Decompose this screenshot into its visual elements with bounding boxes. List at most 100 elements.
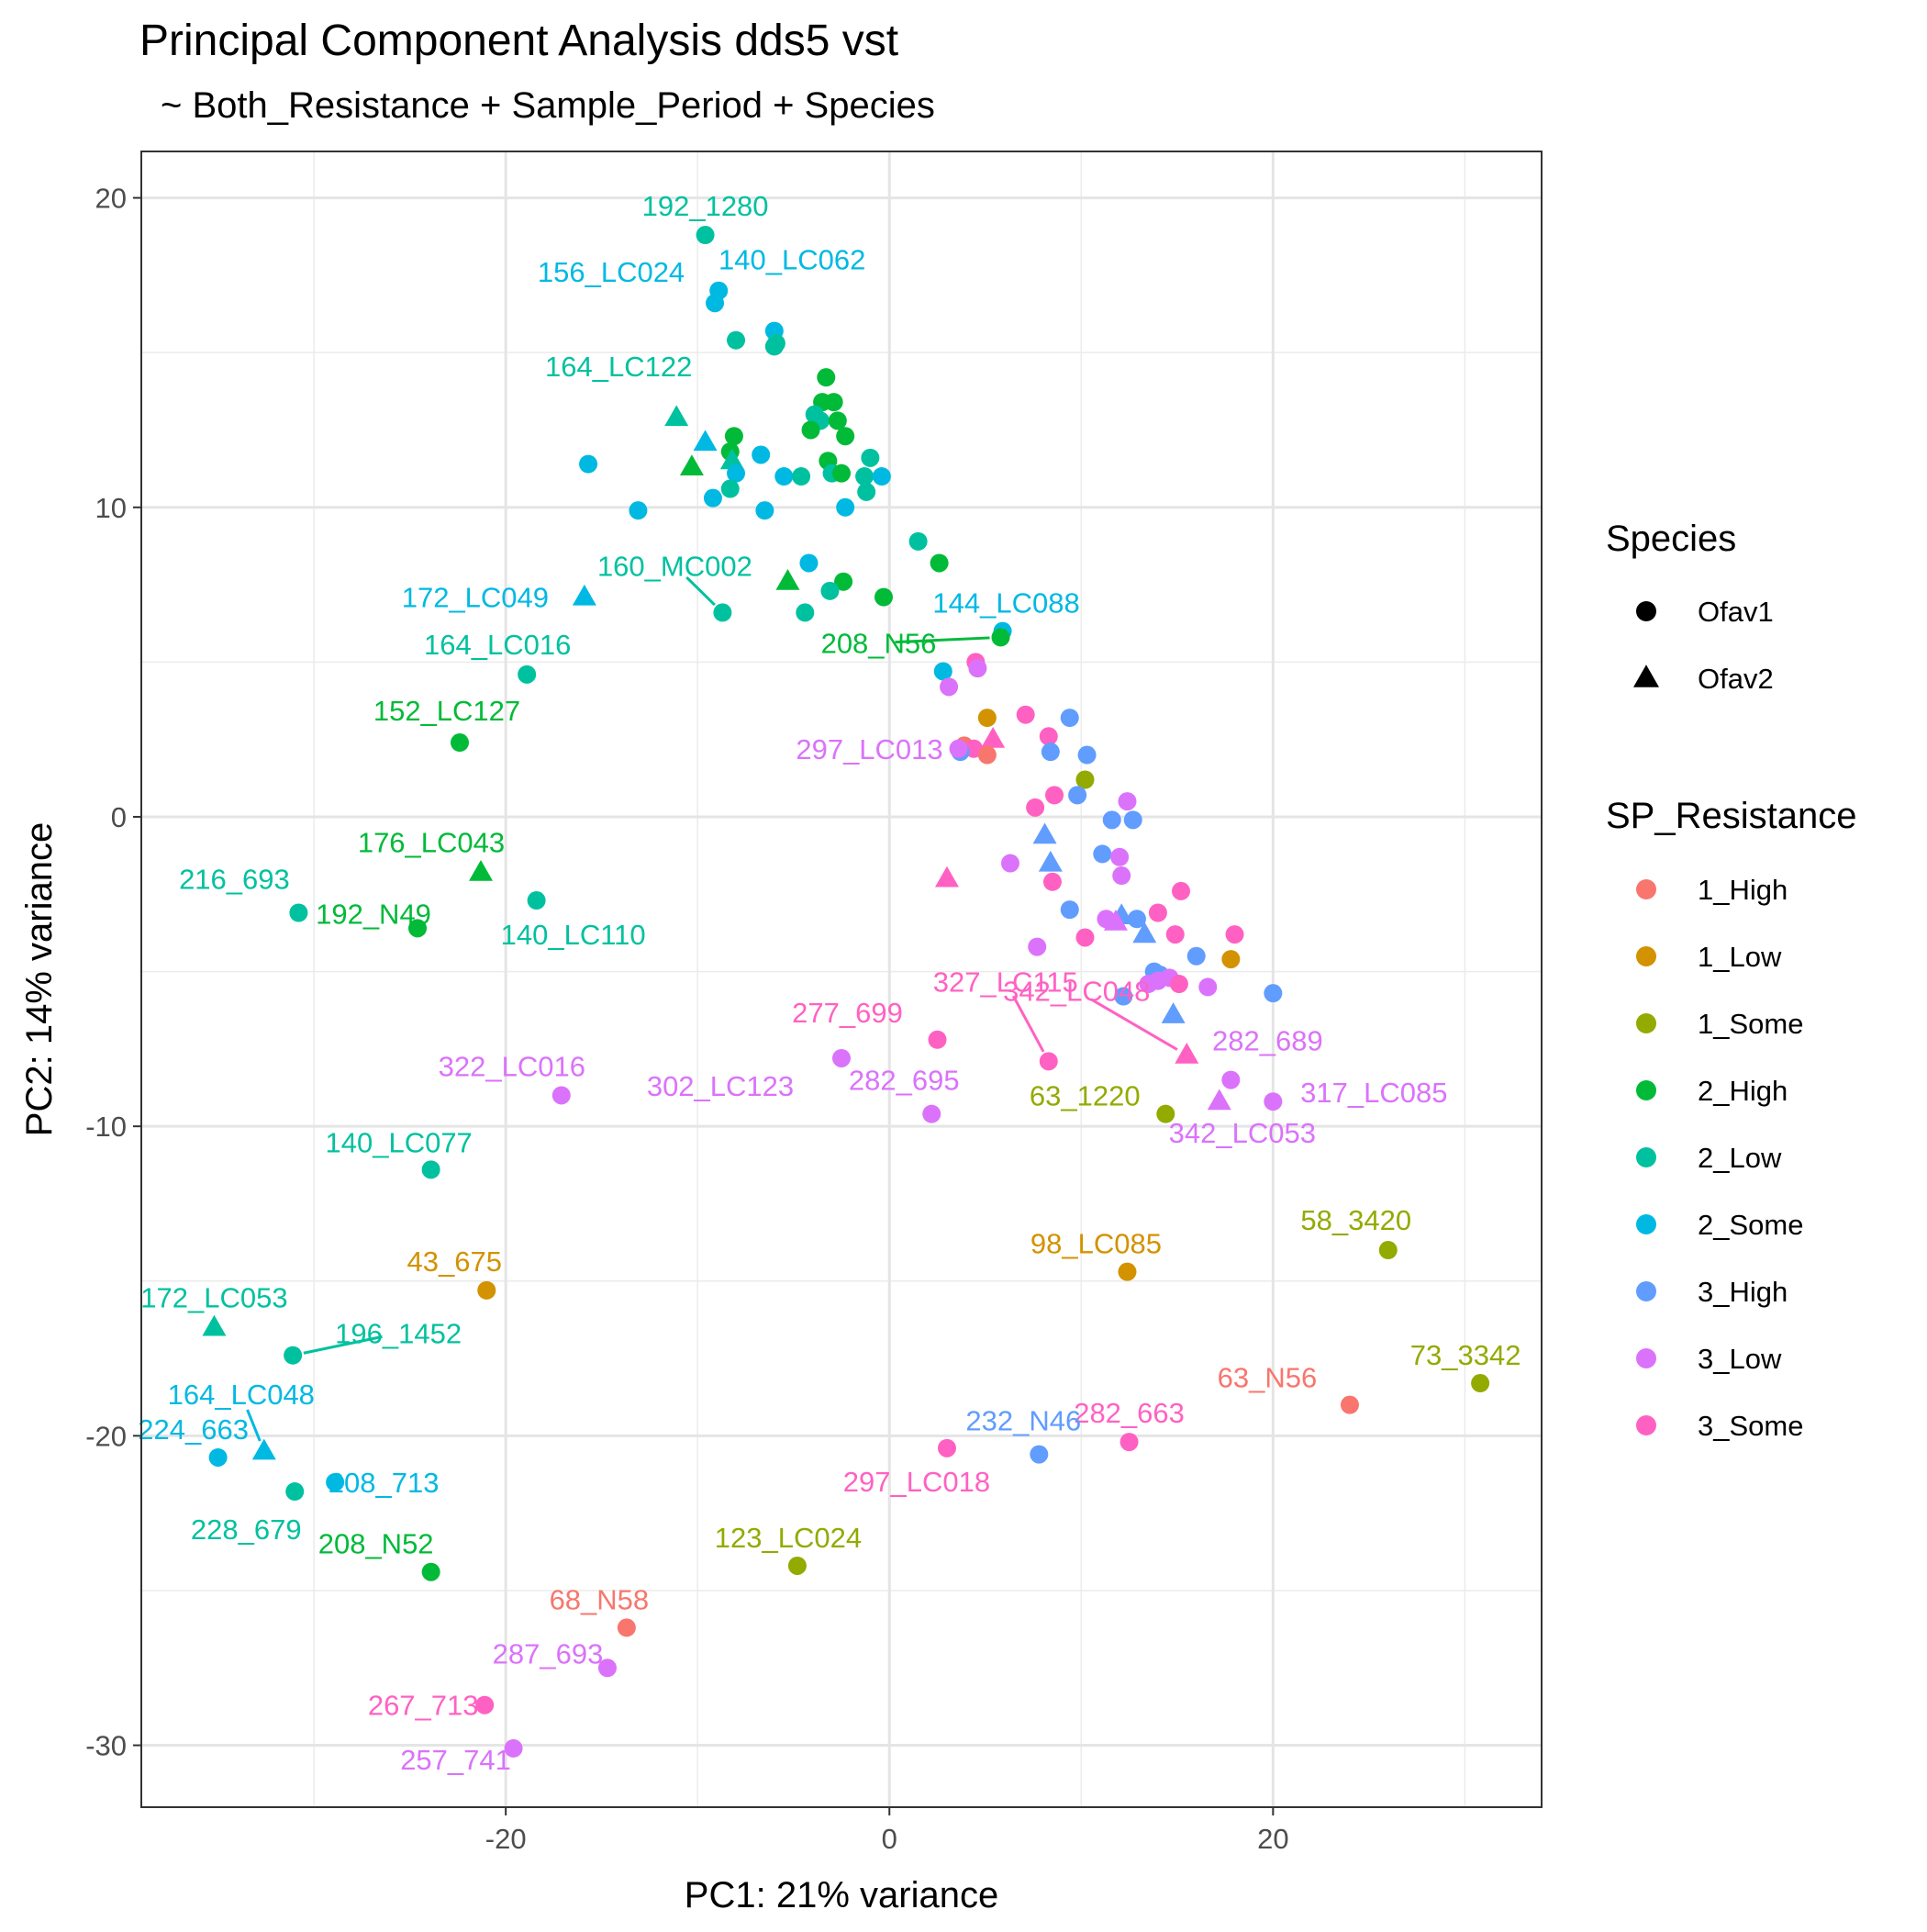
resistance-legend-label: 2_Some	[1698, 1209, 1803, 1241]
y-tick-label: -30	[85, 1730, 127, 1762]
data-point-circle	[1156, 1104, 1175, 1123]
data-point-circle	[820, 581, 840, 600]
data-point-triangle	[719, 448, 744, 470]
data-point-circle	[774, 467, 794, 486]
data-point-circle	[579, 454, 598, 474]
data-point-circle	[527, 891, 546, 910]
data-point-circle	[922, 1104, 941, 1123]
data-point-circle	[832, 463, 851, 483]
data-point-circle	[824, 393, 843, 412]
data-point-circle	[1264, 1092, 1283, 1111]
data-point-circle	[1172, 881, 1191, 900]
resistance-legend-label: 1_Low	[1698, 941, 1782, 973]
data-point-circle	[872, 467, 891, 486]
data-point-circle	[1169, 975, 1188, 994]
point-label: 160_MC002	[597, 550, 752, 582]
data-point-circle	[801, 420, 820, 440]
data-point-triangle	[1038, 850, 1063, 872]
data-point-circle	[727, 330, 746, 350]
data-point-circle	[836, 427, 855, 446]
point-label: 196_1452	[335, 1318, 462, 1350]
data-point-circle	[1114, 987, 1133, 1006]
point-label: 208_N56	[821, 627, 937, 659]
point-label: 232_N46	[965, 1405, 1081, 1437]
species-legend-title: Species	[1606, 519, 1736, 559]
data-point-circle	[1148, 903, 1167, 922]
data-point-circle	[787, 1556, 807, 1575]
data-point-circle	[1471, 1374, 1490, 1393]
data-point-circle	[551, 1086, 571, 1105]
y-axis-title: PC2: 14% variance	[19, 822, 60, 1136]
species-legend-label: Ofav1	[1698, 596, 1774, 628]
data-point-circle	[1123, 810, 1142, 830]
data-point-circle	[724, 427, 743, 446]
data-point-circle	[1060, 709, 1079, 728]
point-label: 164_LC122	[545, 351, 692, 383]
data-point-circle	[1093, 844, 1112, 864]
data-points	[202, 226, 1490, 1758]
point-labels: 192_1280 140_LC062 156_LC024 164_LC122 172_L…	[138, 190, 1520, 1776]
data-point-circle	[284, 1346, 303, 1365]
point-label: 63_1220	[1030, 1080, 1141, 1112]
point-label: 228_679	[191, 1513, 302, 1546]
point-label: 68_N58	[550, 1583, 650, 1615]
point-label: 123_LC024	[715, 1522, 862, 1554]
data-point-circle	[977, 745, 997, 765]
point-label: 224_663	[138, 1413, 249, 1446]
point-label: 327_LC115	[933, 966, 1078, 998]
data-point-circle	[968, 659, 987, 678]
point-label: 282_695	[849, 1065, 960, 1097]
label-connector	[246, 1409, 262, 1442]
point-label: 140_LC110	[501, 919, 646, 951]
point-label: 297_LC013	[796, 733, 942, 765]
resistance-legend-label: 3_High	[1698, 1276, 1788, 1308]
legend-key-color	[1636, 1348, 1656, 1368]
data-point-circle	[408, 919, 428, 938]
data-point-circle	[617, 1618, 636, 1637]
point-label: 342_LC048	[1003, 976, 1150, 1008]
data-point-circle	[1165, 925, 1185, 944]
data-point-circle	[1186, 946, 1206, 966]
data-point-circle	[796, 603, 815, 622]
point-label: 277_699	[792, 997, 903, 1029]
data-point-circle	[834, 572, 853, 591]
data-point-circle	[504, 1738, 523, 1758]
point-label: 164_LC016	[424, 629, 571, 661]
data-point-circle	[285, 1482, 305, 1502]
data-point-circle	[1340, 1395, 1359, 1414]
data-point-circle	[755, 501, 774, 520]
data-point-circle	[720, 479, 740, 498]
data-point-circle	[1075, 770, 1095, 789]
point-label: 176_LC043	[358, 827, 505, 859]
data-point-circle	[940, 677, 959, 697]
x-axis-title: PC1: 21% variance	[685, 1875, 998, 1915]
legend-key-triangle	[1633, 664, 1659, 687]
data-point-circle	[1042, 872, 1062, 891]
data-point-circle	[1127, 910, 1146, 929]
data-point-circle	[477, 1280, 496, 1300]
point-label: 73_3342	[1410, 1339, 1521, 1371]
data-point-circle	[1118, 792, 1137, 811]
point-label: 267_713	[368, 1690, 479, 1722]
point-label: 208_N52	[318, 1528, 434, 1560]
data-point-circle	[289, 903, 308, 922]
resistance-legend-title: SP_Resistance	[1606, 796, 1856, 836]
point-label: 63_N56	[1218, 1362, 1318, 1394]
chart-subtitle: ~ Both_Resistance + Sample_Period + Spec…	[161, 85, 935, 126]
x-tick-label: 20	[1257, 1823, 1288, 1855]
point-label: 208_713	[329, 1467, 440, 1499]
point-label: 58_3420	[1300, 1204, 1411, 1236]
data-point-circle	[930, 553, 949, 573]
data-point-circle	[977, 709, 997, 728]
legend-key-color	[1636, 946, 1656, 966]
legend-key-color	[1636, 1147, 1656, 1167]
resistance-legend-label: 2_High	[1698, 1075, 1788, 1107]
data-point-circle	[874, 587, 893, 607]
data-point-triangle	[1103, 909, 1128, 931]
axes: -20 0 20 -30 -20 -10 0 10 20	[85, 183, 1288, 1855]
data-point-circle	[928, 1030, 947, 1049]
point-label: 144_LC088	[932, 587, 1079, 620]
data-point-circle	[326, 1472, 345, 1491]
